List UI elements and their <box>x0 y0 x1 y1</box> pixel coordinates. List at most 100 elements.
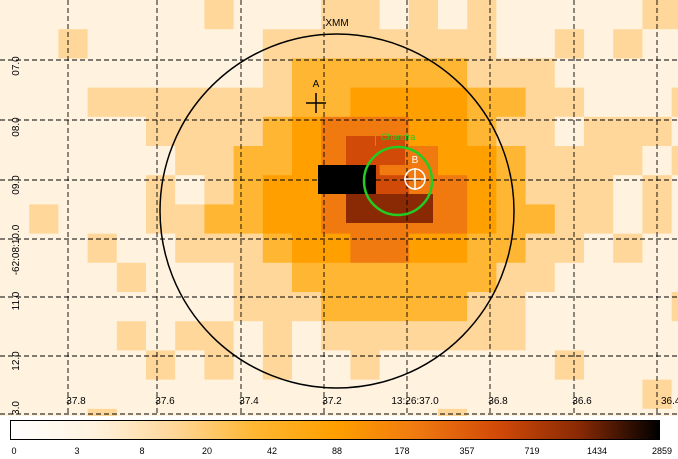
image-pixel <box>204 262 235 293</box>
image-pixel <box>58 408 89 416</box>
image-pixel <box>613 204 643 235</box>
image-pixel <box>233 87 264 118</box>
image-pixel <box>262 0 293 30</box>
image-pixel <box>175 321 205 351</box>
image-pixel <box>525 146 556 176</box>
image-pixel <box>321 262 351 293</box>
image-pixel <box>671 146 678 176</box>
image-pixel <box>58 379 89 410</box>
image-pixel <box>58 350 89 381</box>
image-pixel <box>204 321 235 351</box>
image-pixel <box>204 350 235 381</box>
image-pixel <box>321 292 351 322</box>
image-pixel <box>116 29 147 59</box>
image-pixel <box>584 233 614 264</box>
image-pixel <box>584 146 614 176</box>
image-pixel <box>116 292 147 322</box>
image-pixel <box>584 262 614 293</box>
image-pixel <box>613 292 643 322</box>
ra-tick-label: 36.8 <box>488 396 508 407</box>
image-pixel <box>175 350 205 381</box>
image-pixel <box>467 29 497 59</box>
image-pixel <box>321 321 351 351</box>
image-pixel <box>29 204 59 235</box>
image-pixel <box>671 379 678 410</box>
image-pixel <box>262 58 293 89</box>
image-pixel <box>146 379 176 410</box>
image-pixel <box>496 204 527 235</box>
image-pixel <box>175 29 205 59</box>
image-pixel <box>584 321 614 351</box>
image-pixel <box>292 29 322 59</box>
image-pixel <box>58 292 89 322</box>
image-pixel <box>204 146 235 176</box>
image-pixel <box>379 0 410 30</box>
image-pixel <box>496 0 527 30</box>
image-pixel <box>58 146 89 176</box>
image-pixel <box>233 262 264 293</box>
colorbar-tick-label: 8 <box>139 446 145 456</box>
image-pixel <box>321 58 351 89</box>
image-pixel <box>116 233 147 264</box>
image-pixel <box>554 29 585 59</box>
colorbar-tick-label: 357 <box>459 446 475 456</box>
image-pixel <box>233 350 264 381</box>
image-pixel <box>116 321 147 351</box>
image-pixel <box>554 233 585 264</box>
image-pixel <box>175 146 205 176</box>
image-pixel <box>613 29 643 59</box>
image-pixel <box>438 116 468 147</box>
image-pixel <box>87 0 118 30</box>
image-pixel <box>438 408 468 416</box>
dec-tick-label: 11.0 <box>11 291 22 310</box>
image-pixel <box>175 262 205 293</box>
image-pixel <box>379 87 410 118</box>
image-pixel <box>408 233 439 264</box>
image-pixel <box>554 87 585 118</box>
image-pixel <box>292 233 322 264</box>
image-pixel <box>29 58 59 89</box>
image-pixel <box>584 379 614 410</box>
image-pixel <box>379 233 410 264</box>
image-pixel <box>525 350 556 381</box>
image-pixel <box>350 233 381 264</box>
image-pixel <box>262 146 293 176</box>
image-pixel <box>0 0 30 30</box>
image-pixel <box>116 58 147 89</box>
image-pixel <box>146 321 176 351</box>
image-pixel <box>0 408 30 416</box>
image-pixel <box>292 350 322 381</box>
image-pixel <box>350 58 381 89</box>
dec-tick-label: 09.0 <box>11 175 22 195</box>
xray-image-panel: XMM Chandra A B 37.8 37.6 37.4 37.2 13:26:37… <box>0 0 678 416</box>
image-pixel <box>584 408 614 416</box>
image-pixel <box>671 58 678 89</box>
image-pixel <box>496 116 527 147</box>
image-pixel <box>613 408 643 416</box>
image-pixel <box>554 350 585 381</box>
image-pixel <box>0 204 30 235</box>
image-pixel <box>87 350 118 381</box>
image-pixel <box>525 233 556 264</box>
image-pixel <box>525 262 556 293</box>
image-pixel <box>554 292 585 322</box>
image-pixel <box>29 321 59 351</box>
image-pixel <box>204 116 235 147</box>
image-pixel <box>584 116 614 147</box>
image-pixel <box>438 204 468 235</box>
image-pixel <box>321 204 351 235</box>
image-pixel <box>262 379 293 410</box>
image-pixel <box>87 262 118 293</box>
ra-tick-label: 37.2 <box>322 396 342 407</box>
image-pixel <box>613 87 643 118</box>
image-pixel <box>525 58 556 89</box>
image-pixel <box>379 379 410 410</box>
image-pixel <box>146 408 176 416</box>
image-pixel <box>29 87 59 118</box>
image-pixel <box>467 408 497 416</box>
image-pixel <box>408 29 439 59</box>
image-pixel <box>87 292 118 322</box>
image-pixel <box>613 321 643 351</box>
colorbar-tick-label: 178 <box>394 446 410 456</box>
image-pixel <box>116 262 147 293</box>
